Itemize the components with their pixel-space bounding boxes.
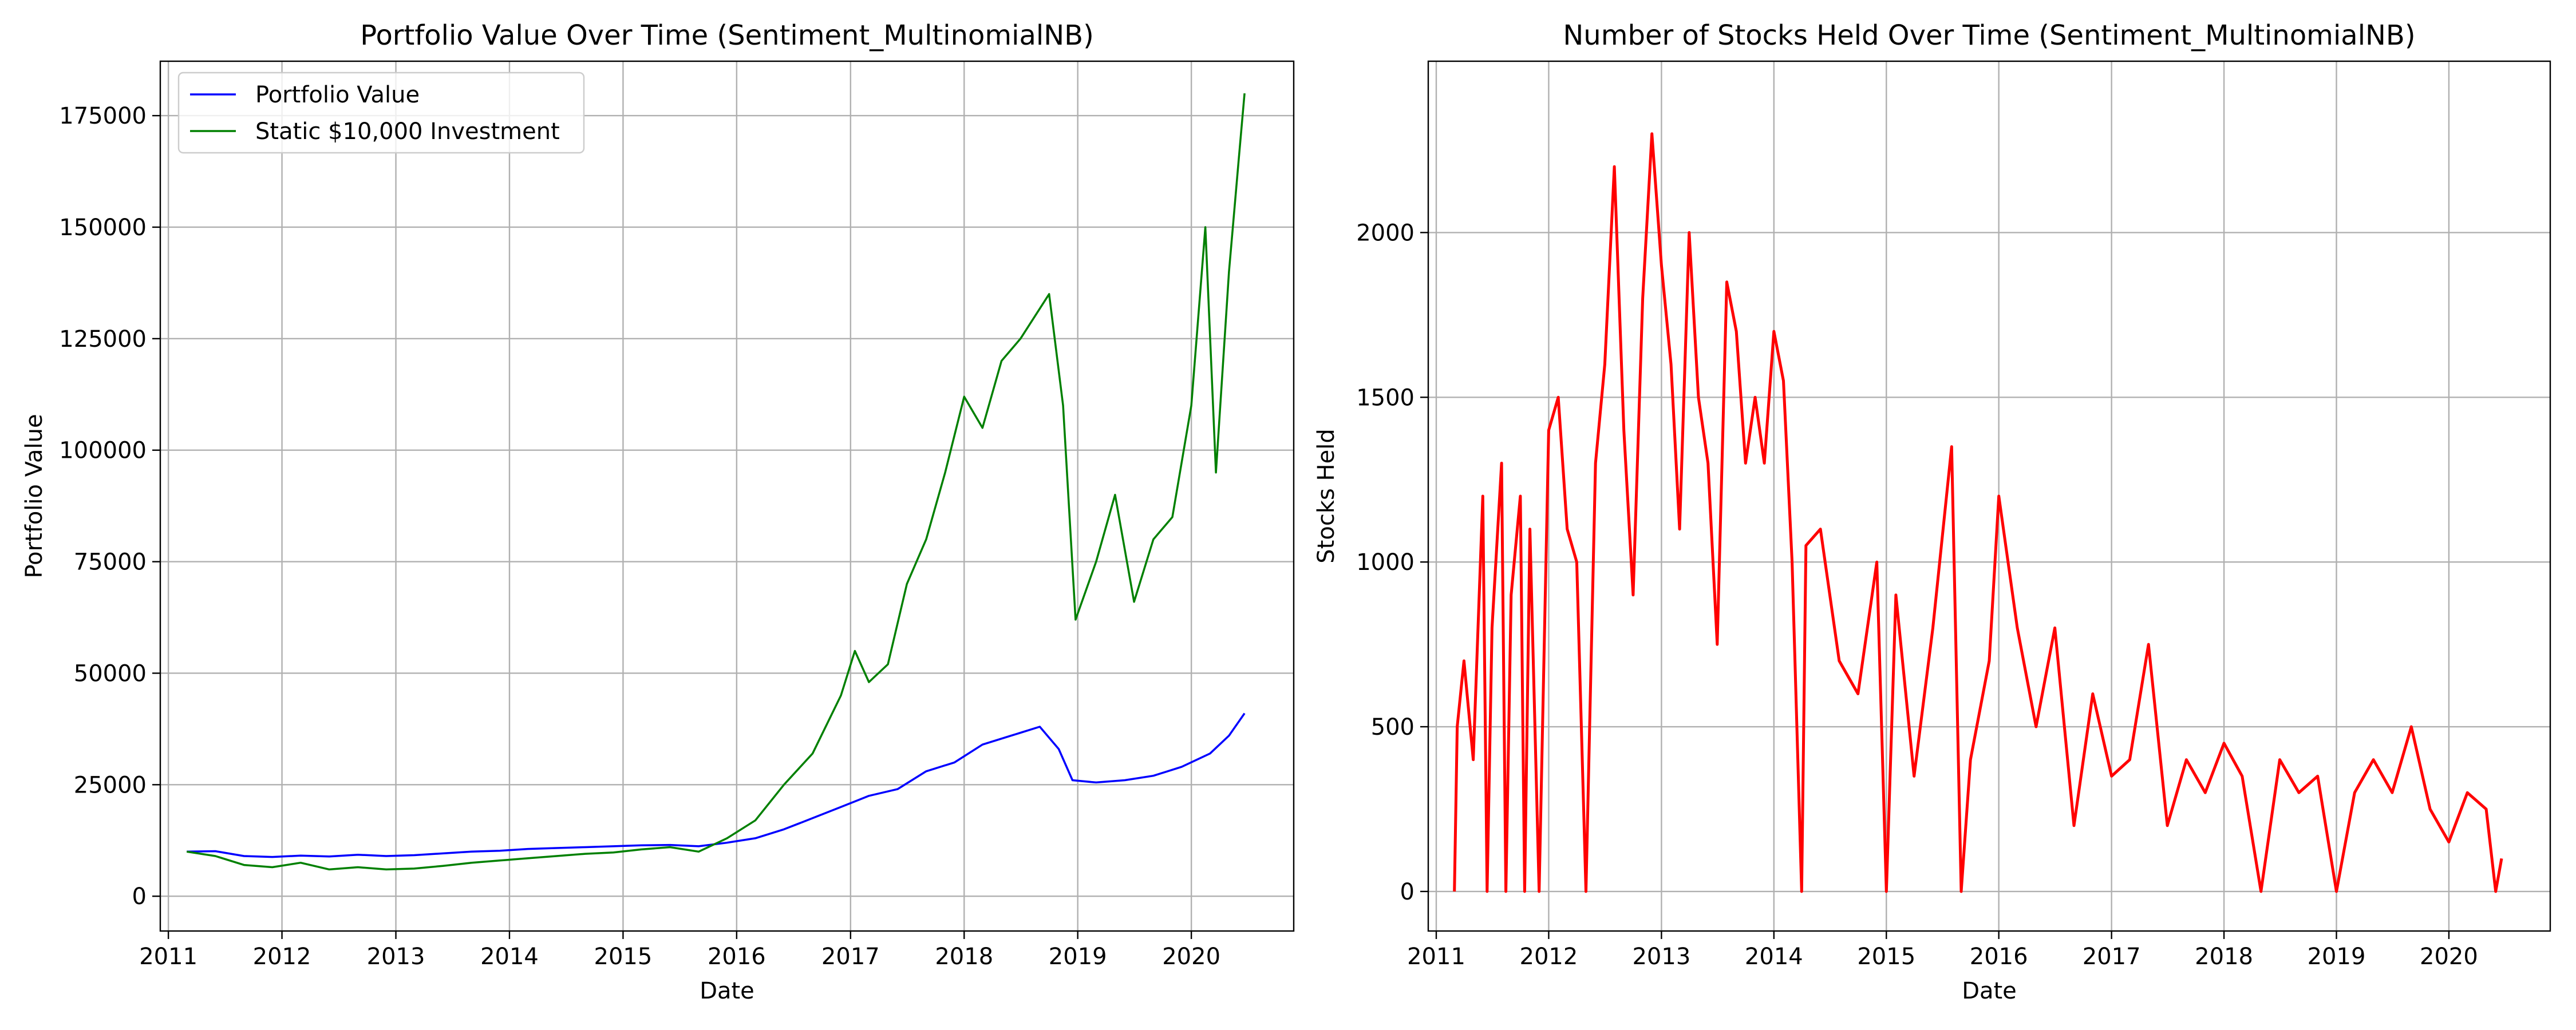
series-line-0 — [1453, 132, 2503, 893]
series-lines — [186, 93, 1246, 871]
legend: Portfolio Value Static $10,000 Investment — [177, 72, 585, 154]
y-tick-label: 125000 — [59, 326, 147, 352]
y-tick-label: 500 — [1371, 714, 1415, 740]
y-tick-label: 25000 — [74, 772, 147, 798]
portfolio-value-chart: Portfolio Value Over Time (Sentiment_Mul… — [21, 19, 1295, 1004]
series-line-1 — [186, 93, 1246, 871]
legend-box — [177, 72, 585, 154]
x-tick-label: 2016 — [1970, 944, 2028, 970]
x-tick-label: 2015 — [1857, 944, 1915, 970]
x-tick-label: 2012 — [253, 944, 311, 970]
x-tick-label: 2014 — [1745, 944, 1803, 970]
y-tick-label: 1000 — [1356, 549, 1415, 576]
x-tick-label: 2020 — [1162, 944, 1220, 970]
y-axis-label: Portfolio Value — [21, 414, 48, 578]
x-tick-label: 2018 — [935, 944, 993, 970]
x-tick-label: 2015 — [594, 944, 653, 970]
x-tick-label: 2020 — [2420, 944, 2478, 970]
x-tick-label: 2016 — [708, 944, 766, 970]
chart-title: Portfolio Value Over Time (Sentiment_Mul… — [360, 19, 1094, 52]
axis-ticks: 2011 2012 2013 2014 2015 2016 2017 2018 2019 2020… — [59, 103, 1220, 970]
x-tick-label: 2019 — [1049, 944, 1107, 970]
y-tick-label: 0 — [1400, 879, 1415, 905]
x-tick-label: 2018 — [2195, 944, 2253, 970]
x-tick-label: 2011 — [1407, 944, 1465, 970]
y-tick-label: 100000 — [59, 438, 147, 464]
x-tick-label: 2019 — [2308, 944, 2366, 970]
x-tick-label: 2017 — [821, 944, 880, 970]
grid — [1428, 61, 2550, 931]
x-axis-label: Date — [700, 978, 754, 1004]
series-line-0 — [187, 712, 1246, 858]
plot-frame — [159, 60, 1295, 932]
axis-ticks: 2011 2012 2013 2014 2015 2016 2017 2018 2019 2020… — [1356, 220, 2478, 970]
x-tick-label: 2017 — [2083, 944, 2141, 970]
x-tick-label: 2013 — [367, 944, 425, 970]
x-tick-label: 2013 — [1632, 944, 1690, 970]
y-tick-label: 2000 — [1356, 220, 1415, 246]
stocks-held-chart: Number of Stocks Held Over Time (Sentime… — [1313, 19, 2551, 1004]
x-tick-label: 2011 — [139, 944, 197, 970]
x-tick-label: 2014 — [480, 944, 539, 970]
series-lines — [1453, 132, 2503, 893]
grid — [160, 61, 1294, 931]
x-tick-label: 2012 — [1520, 944, 1578, 970]
x-axis-label: Date — [1962, 978, 2017, 1004]
plot-frame — [1427, 60, 2551, 932]
y-tick-label: 150000 — [59, 215, 147, 241]
y-tick-label: 175000 — [59, 103, 147, 129]
legend-label: Static $10,000 Investment — [255, 118, 560, 145]
y-tick-label: 50000 — [74, 660, 147, 687]
chart-title: Number of Stocks Held Over Time (Sentime… — [1563, 19, 2415, 52]
y-tick-label: 1500 — [1356, 385, 1415, 411]
legend-label: Portfolio Value — [255, 82, 420, 108]
y-tick-label: 0 — [132, 884, 147, 910]
y-tick-label: 75000 — [74, 549, 147, 576]
y-axis-label: Stocks Held — [1313, 429, 1340, 563]
